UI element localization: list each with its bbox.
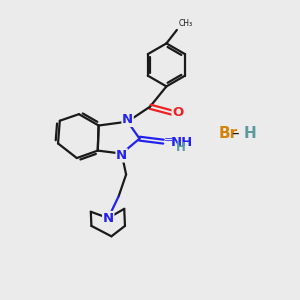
Text: CH₃: CH₃ <box>178 19 193 28</box>
Text: H: H <box>243 126 256 141</box>
Text: –: – <box>231 126 239 141</box>
Text: H: H <box>176 141 186 154</box>
Text: N: N <box>116 149 127 162</box>
Text: O: O <box>172 106 183 119</box>
Text: N: N <box>103 212 114 225</box>
Text: Br: Br <box>219 126 238 141</box>
Text: NH: NH <box>171 136 193 149</box>
Text: =: = <box>164 135 173 146</box>
Text: N: N <box>122 113 133 126</box>
